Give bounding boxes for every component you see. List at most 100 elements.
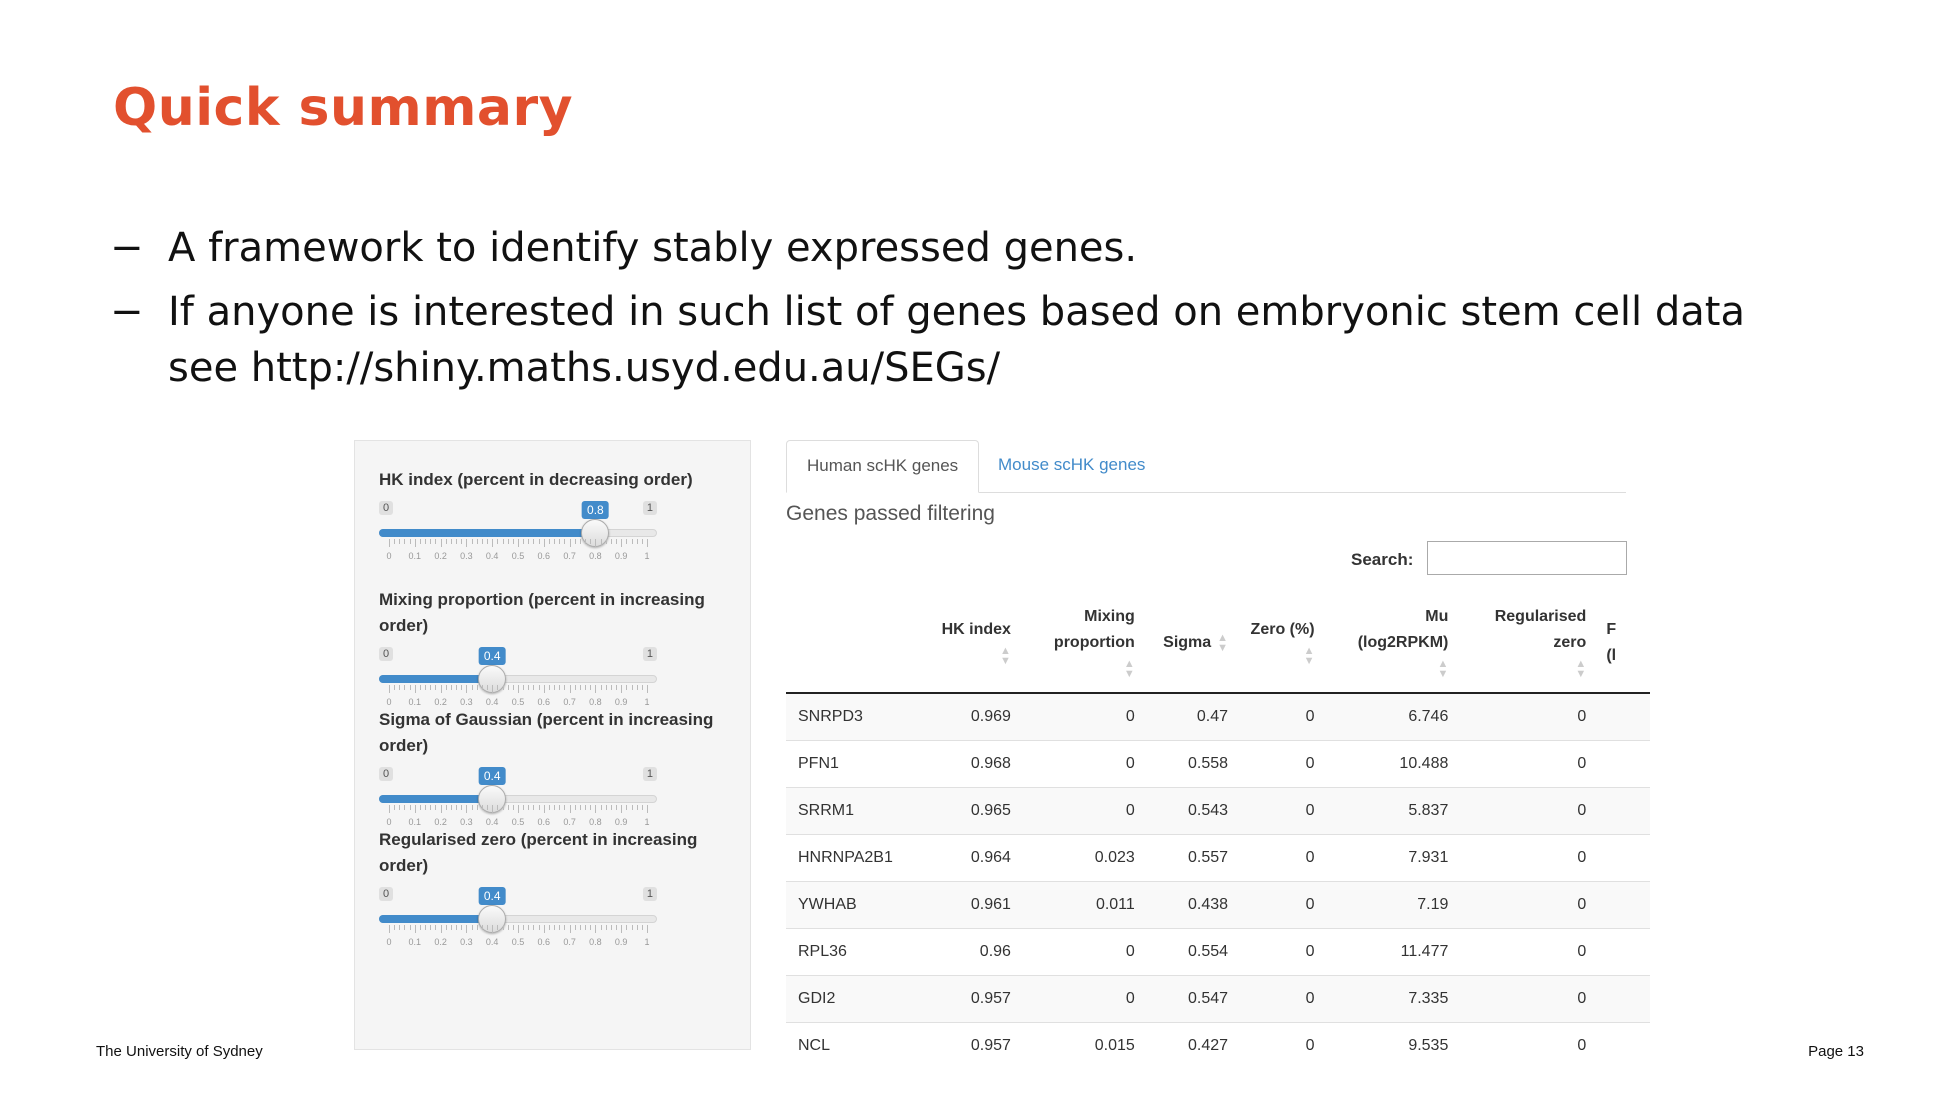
slider-block: HK index (percent in decreasing order) 0 1… <box>379 467 729 563</box>
table-cell: 0 <box>1238 693 1325 741</box>
slider-tick <box>430 805 432 810</box>
slider-tick <box>590 925 592 930</box>
slider-tick <box>595 805 597 813</box>
gene-name-cell: GDI2 <box>786 975 922 1023</box>
table-cell: 0 <box>1458 834 1597 882</box>
sort-icon[interactable]: ▲ ▼ <box>1437 657 1449 680</box>
slider-tick <box>548 539 550 544</box>
slider-tick-label: 0.8 <box>589 937 602 947</box>
table-row[interactable]: SNRPD3 0.969 0 0.47 0 6.746 0 <box>786 693 1650 741</box>
slider-tick <box>440 805 442 813</box>
table-row[interactable]: NCL 0.957 0.015 0.427 0 9.535 0 <box>786 1022 1650 1050</box>
sort-icon[interactable]: ▲ ▼ <box>1217 631 1229 654</box>
slider-tick <box>610 925 612 930</box>
slider-tick <box>641 925 643 930</box>
slider-tick <box>399 539 401 544</box>
table-cell: 0.96 <box>921 928 1021 976</box>
slider-tick <box>476 539 478 544</box>
slider-tick <box>471 925 473 930</box>
sort-icon[interactable]: ▲ ▼ <box>1303 644 1315 667</box>
table-cell: 0 <box>1238 740 1325 788</box>
slider-tick <box>616 685 618 690</box>
slider-tick <box>548 925 550 930</box>
slider[interactable]: 0 1 0.8 0 0.1 0.2 0.3 0.4 0.5 0.6 0.7 0.8 0.9 1 <box>379 499 657 563</box>
slider[interactable]: 0 1 0.4 0 0.1 0.2 0.3 0.4 0.5 0.6 0.7 0.8 0.9 1 <box>379 645 657 709</box>
sort-icon[interactable]: ▲ ▼ <box>1000 644 1011 667</box>
slider-tick <box>569 805 571 813</box>
table-cell: 6.746 <box>1324 693 1459 741</box>
slider-tick <box>456 685 458 690</box>
slider-tick <box>409 539 411 544</box>
slider-tick <box>492 805 494 813</box>
column-header[interactable]: Mixing proportion ▲ ▼ <box>1020 590 1145 694</box>
slider-tick-label: 0.1 <box>408 937 422 947</box>
slider-tick <box>647 925 648 933</box>
slider-tick <box>641 685 643 690</box>
slider[interactable]: 0 1 0.4 0 0.1 0.2 0.3 0.4 0.5 0.6 0.7 0.8 0.9 1 <box>379 765 657 829</box>
search-input[interactable] <box>1427 541 1627 575</box>
slider-tick <box>450 925 452 930</box>
column-header[interactable]: F (l <box>1596 590 1650 694</box>
slider-tick-label: 0 <box>386 551 392 561</box>
slider-tick <box>518 805 519 813</box>
gene-name-cell: SRRM1 <box>786 787 922 835</box>
slider-fill <box>379 795 493 803</box>
table-row[interactable]: YWHAB 0.961 0.011 0.438 0 7.19 0 <box>786 881 1650 929</box>
slider-label: Mixing proportion (percent in increasing… <box>379 590 705 635</box>
tab-mouse-schk-genes[interactable]: Mouse scHK genes <box>998 455 1146 474</box>
slider-tick <box>502 685 504 690</box>
column-header[interactable]: Mu (log2RPKM) ▲ ▼ <box>1324 590 1459 694</box>
slider-tick <box>595 925 597 933</box>
slider-tick <box>564 805 566 810</box>
slider-tick <box>404 925 406 930</box>
slider-tick <box>523 539 525 544</box>
slider-tick <box>394 685 396 690</box>
search-label: Search: <box>1351 550 1414 569</box>
slider-tick-label: 0.1 <box>408 817 422 827</box>
slider-tick <box>487 925 489 930</box>
slider-tick <box>569 685 571 693</box>
column-header[interactable]: Regularised zero ▲ ▼ <box>1458 590 1597 694</box>
sort-icon[interactable]: ▲ ▼ <box>1123 657 1135 680</box>
slider-tick <box>425 805 427 810</box>
table-row[interactable]: PFN1 0.968 0 0.558 0 10.488 0 <box>786 740 1650 788</box>
slider-tick <box>548 805 550 810</box>
slider-tick-label: 0.8 <box>589 551 602 561</box>
slider-tick <box>476 805 478 810</box>
tab-human-schk-genes[interactable]: Human scHK genes <box>786 440 980 493</box>
table-cell: 0 <box>1458 740 1597 788</box>
slider-tick <box>507 685 509 690</box>
slider-min-label: 0 <box>379 501 394 515</box>
slider-tick <box>543 539 545 547</box>
slider-tick <box>481 805 483 810</box>
slider[interactable]: 0 1 0.4 0 0.1 0.2 0.3 0.4 0.5 0.6 0.7 0.8 0.9 1 <box>379 885 657 949</box>
table-row[interactable]: RPL36 0.96 0 0.554 0 11.477 0 <box>786 928 1650 976</box>
table-cell: 0.558 <box>1144 740 1239 788</box>
table-cell: 0 <box>1238 928 1325 976</box>
column-header[interactable]: Sigma ▲ ▼ <box>1144 590 1239 694</box>
slider-tick <box>425 539 427 544</box>
table-cell: 0.964 <box>921 834 1021 882</box>
table-row[interactable]: HNRNPA2B1 0.964 0.023 0.557 0 7.931 0 <box>786 834 1650 882</box>
sort-icon[interactable]: ▲ ▼ <box>1575 657 1587 680</box>
slider-tick <box>414 539 416 547</box>
slider-tick <box>528 925 530 930</box>
slider-tick <box>487 539 489 544</box>
table-row[interactable]: GDI2 0.957 0 0.547 0 7.335 0 <box>786 975 1650 1023</box>
table-row[interactable]: SRRM1 0.965 0 0.543 0 5.837 0 <box>786 787 1650 835</box>
slider-tick <box>595 539 597 547</box>
slider-tick <box>538 925 540 930</box>
table-cell: 0 <box>1458 787 1597 835</box>
table-body: SNRPD3 0.969 0 0.47 0 6.746 0 PFN1 0.968 0 0.558 0 1… <box>786 693 1650 1050</box>
slider-tick <box>389 805 390 813</box>
slider-tick-label: 0.9 <box>614 817 628 827</box>
slider-tick-label: 0.7 <box>563 937 576 947</box>
slider-value-badge: 0.8 <box>582 501 609 519</box>
slider-tick <box>518 539 519 547</box>
column-header[interactable]: HK index ▲ ▼ <box>921 590 1021 694</box>
slider-tick <box>543 805 545 813</box>
slider-tick-label: 0.8 <box>589 817 602 827</box>
table-cell <box>1596 740 1650 788</box>
slider-tick <box>569 925 571 933</box>
column-header[interactable]: Zero (%) ▲ ▼ <box>1238 590 1325 694</box>
